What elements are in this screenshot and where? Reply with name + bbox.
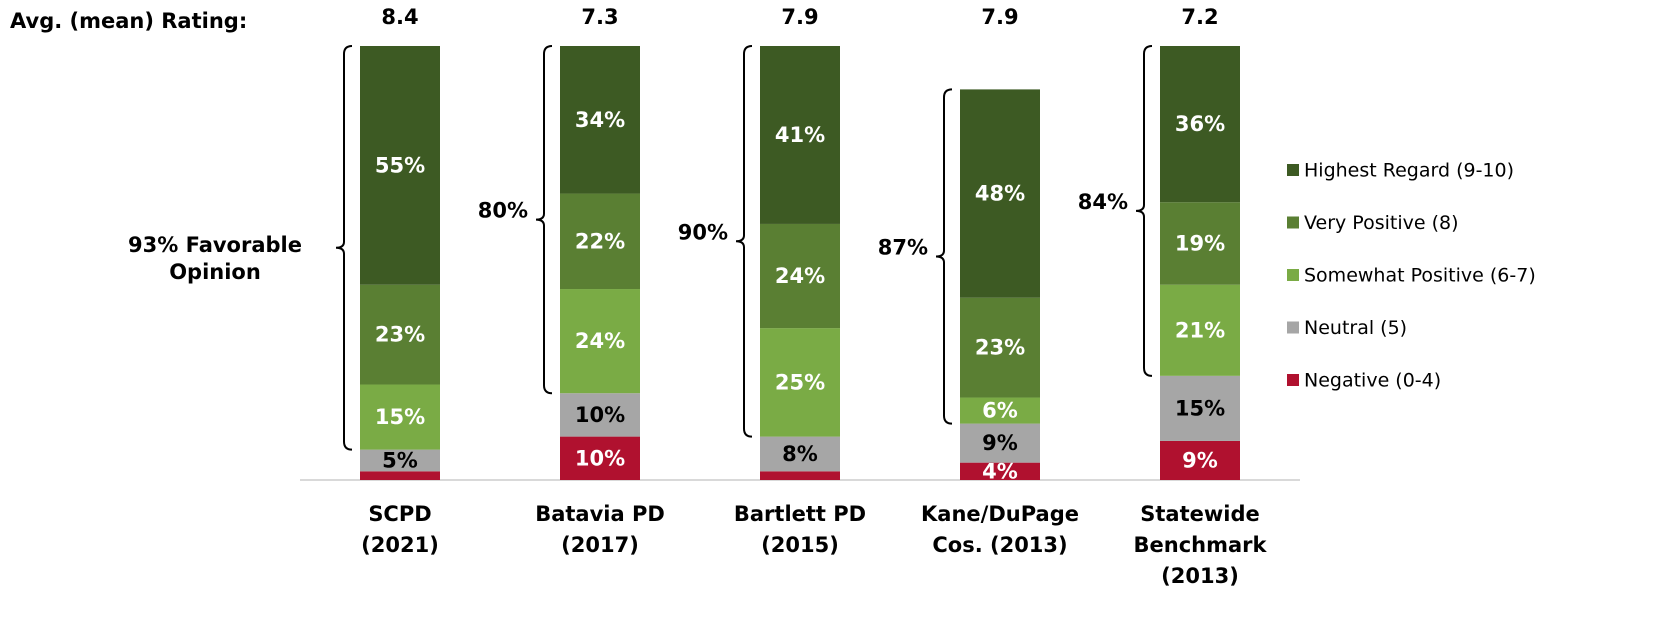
legend-label: Negative (0-4): [1304, 370, 1441, 392]
favorable-brace: [935, 88, 953, 425]
value-label: 41%: [775, 123, 825, 147]
value-label: 4%: [982, 459, 1018, 483]
value-label: 9%: [1182, 448, 1218, 472]
bar-segment: [360, 384, 440, 450]
value-label: 8%: [782, 442, 818, 466]
x-tick-label: SCPD (2021): [361, 502, 439, 557]
bar-segment: [560, 193, 640, 290]
value-label: 5%: [382, 448, 418, 472]
x-tick-label: Statewide Benchmark (2013): [1134, 502, 1268, 588]
mean-rating: 7.9: [981, 5, 1018, 29]
value-label: 48%: [975, 182, 1025, 206]
value-label: 19%: [1175, 231, 1225, 255]
favorable-brace: [735, 45, 753, 438]
bar-segment: [1160, 440, 1240, 480]
value-label: 15%: [1175, 396, 1225, 420]
value-label: 24%: [575, 329, 625, 353]
favorable-brace: [335, 45, 353, 451]
mean-rating: 7.3: [581, 5, 618, 29]
bar-segment: [1160, 375, 1240, 441]
bar-segment: [560, 289, 640, 394]
value-label: 25%: [775, 370, 825, 394]
bar-segment: [760, 328, 840, 437]
bar-segment: [960, 423, 1040, 463]
bar-segment: [760, 223, 840, 329]
value-label: 34%: [575, 108, 625, 132]
legend-label: Neutral (5): [1304, 317, 1407, 339]
legend-label: Somewhat Positive (6-7): [1304, 265, 1536, 287]
bar-segment: [360, 46, 440, 285]
favorable-label: 90%: [678, 220, 728, 244]
bar-segment: [560, 46, 640, 194]
mean-rating: 7.2: [1181, 5, 1218, 29]
rating-label: Avg. (mean) Rating:: [10, 9, 247, 33]
bar-segment: [760, 46, 840, 224]
bar-segment: [360, 449, 440, 472]
legend-swatch: [1287, 374, 1299, 386]
value-label: 9%: [982, 431, 1018, 455]
bar-segment: [560, 436, 640, 480]
bar-segment: [1160, 46, 1240, 203]
legend-swatch: [1287, 164, 1299, 176]
favorable-label: 80%: [478, 199, 528, 223]
bar-segment: [360, 471, 440, 480]
bar-segment: [760, 471, 840, 480]
value-label: 36%: [1175, 112, 1225, 136]
value-label: 21%: [1175, 318, 1225, 342]
value-label: 10%: [575, 403, 625, 427]
value-label: 24%: [775, 264, 825, 288]
value-label: 6%: [982, 399, 1018, 423]
favorable-brace: [535, 45, 553, 395]
x-tick-label: Bartlett PD (2015): [734, 502, 866, 557]
bar-segment: [760, 436, 840, 472]
x-tick-label: Batavia PD (2017): [535, 502, 665, 557]
bar-segment: [1160, 284, 1240, 376]
legend-label: Very Positive (8): [1304, 212, 1459, 234]
favorable-label: 93% Favorable Opinion: [128, 233, 302, 284]
legend-swatch: [1287, 321, 1299, 334]
bar-segment: [560, 393, 640, 437]
bar-segment: [1160, 202, 1240, 285]
value-label: 55%: [375, 153, 425, 177]
legend-swatch: [1287, 269, 1299, 281]
value-label: 15%: [375, 405, 425, 429]
bar-segment: [960, 297, 1040, 398]
x-tick-label: Kane/DuPage Cos. (2013): [921, 502, 1079, 557]
value-label: 10%: [575, 446, 625, 470]
bar-segment: [960, 397, 1040, 424]
value-label: 23%: [375, 323, 425, 347]
mean-rating: 7.9: [781, 5, 818, 29]
favorable-label: 84%: [1078, 190, 1128, 214]
favorable-label: 87%: [878, 235, 928, 259]
value-label: 23%: [975, 336, 1025, 360]
legend-swatch: [1287, 216, 1299, 229]
bar-segment: [960, 89, 1040, 298]
legend-label: Highest Regard (9-10): [1304, 160, 1514, 182]
bar-segment: [960, 462, 1040, 480]
bar-segment: [360, 284, 440, 385]
value-label: 22%: [575, 229, 625, 253]
mean-rating: 8.4: [381, 5, 418, 29]
favorable-brace: [1135, 45, 1153, 377]
